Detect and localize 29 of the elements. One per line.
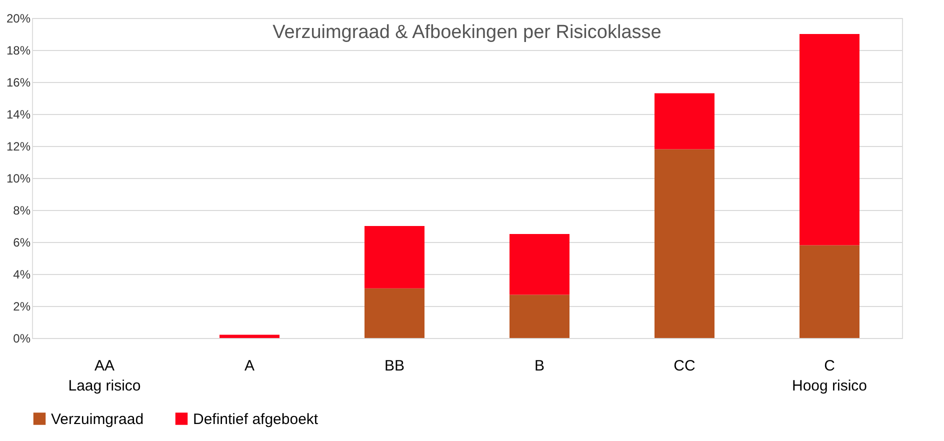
- x-tick-label: B: [534, 358, 545, 374]
- bar: [364, 288, 424, 338]
- legend-label: Defintief afgeboekt: [193, 410, 319, 428]
- x-tick-label: CC: [674, 358, 696, 374]
- y-tick-label: 6%: [13, 236, 31, 250]
- y-tick-label: 14%: [6, 108, 31, 122]
- legend-label: Verzuimgraad: [51, 410, 144, 428]
- bar: [800, 34, 860, 246]
- y-tick-label: 0%: [13, 332, 31, 346]
- y-tick-label: 12%: [6, 140, 31, 154]
- y-tick-label: 4%: [13, 268, 31, 282]
- x-tick-label: A: [244, 358, 255, 374]
- x-tick-label: C Hoog risico: [792, 358, 868, 394]
- bar: [654, 93, 714, 150]
- bar: [654, 149, 714, 338]
- bar: [510, 234, 570, 295]
- y-tick-label: 20%: [6, 12, 31, 26]
- y-tick-label: 8%: [13, 204, 31, 218]
- bar: [364, 226, 424, 288]
- y-tick-label: 10%: [6, 172, 31, 186]
- bar: [800, 245, 860, 338]
- y-tick-label: 16%: [6, 76, 31, 90]
- x-tick-label: AA Laag risico: [68, 358, 141, 394]
- bar: [510, 294, 570, 338]
- y-tick-label: 2%: [13, 300, 31, 314]
- y-tick-label: 18%: [6, 44, 31, 58]
- chart-title: Verzuimgraad & Afboekingen per Risicoklasse: [272, 22, 662, 43]
- bar: [220, 334, 280, 338]
- x-tick-label: BB: [384, 358, 405, 374]
